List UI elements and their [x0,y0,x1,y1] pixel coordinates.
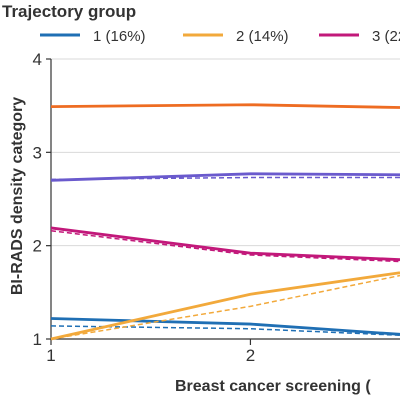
legend-title: Trajectory group [2,2,136,21]
series-observed-line-5 [50,103,400,109]
axes [46,58,400,345]
legend: 1 (16%) 2 (14%) 3 (22% [40,28,400,45]
y-tick-label: 4 [33,50,42,69]
legend-label: 3 (22% [372,28,400,45]
x-tick-label: 2 [246,346,255,365]
x-axis-title: Breast cancer screening ( [175,378,371,395]
y-tick-label: 2 [33,237,42,256]
y-tick-label: 1 [33,330,42,349]
series-fitted-line-1 [50,325,400,337]
x-tick-label: 1 [46,346,55,365]
tick-labels: 1 2 3 4 1 2 [33,50,256,365]
series-fitted-line-2 [50,274,400,340]
series-observed-line-3 [50,226,400,262]
legend-label: 2 (14%) [236,28,289,45]
grid [51,58,400,247]
legend-label: 1 (16%) [93,28,146,45]
series-fitted-line-3 [50,229,400,263]
series-observed-line-2 [50,271,400,341]
plot-area [50,103,400,341]
series-observed-line-1 [50,317,400,336]
series-observed-line-4 [50,172,400,182]
y-axis-title: BI-RADS density category [9,97,26,295]
y-tick-label: 3 [33,143,42,162]
